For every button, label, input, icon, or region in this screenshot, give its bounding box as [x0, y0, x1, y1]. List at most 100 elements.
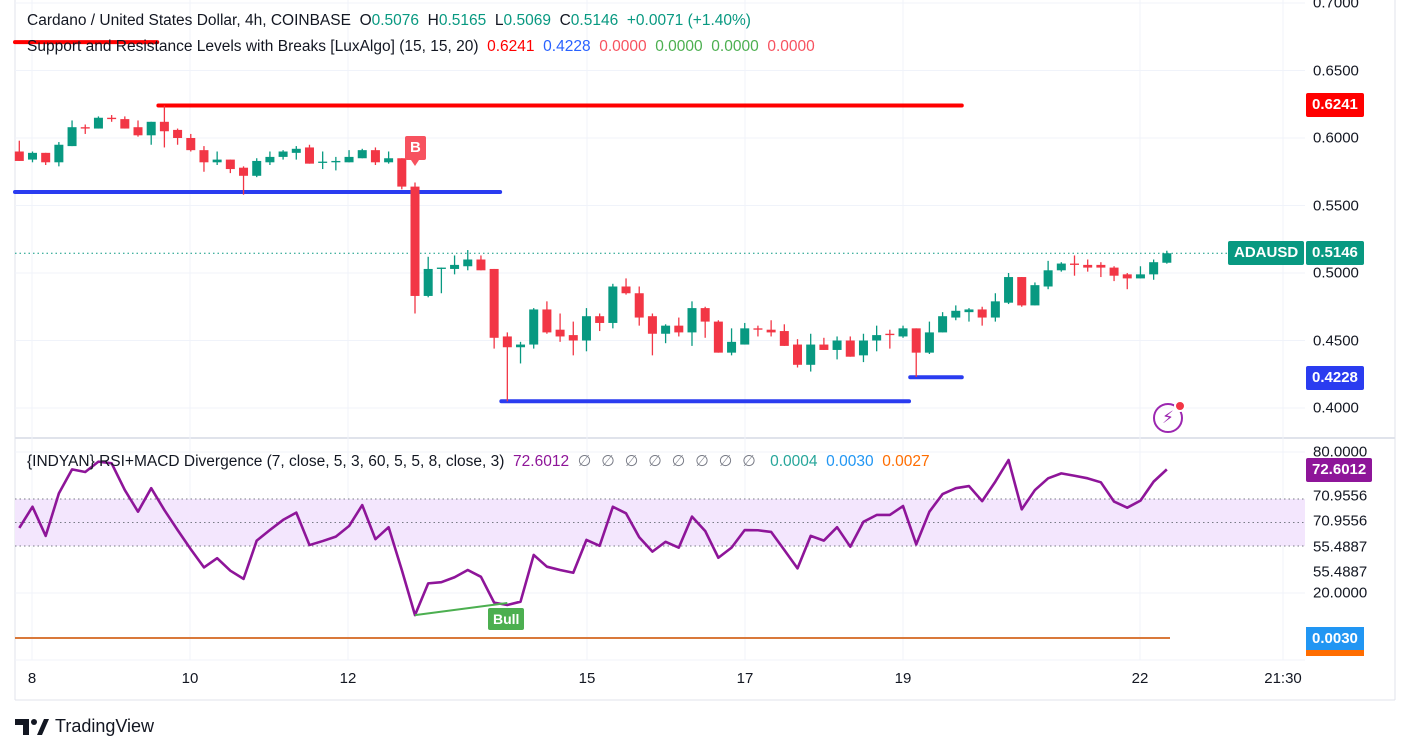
- candle: [990, 293, 1000, 322]
- candle: [41, 152, 51, 165]
- candle: [964, 308, 974, 322]
- break-marker: B: [405, 136, 426, 160]
- candle-body: [146, 121, 156, 136]
- time-axis-label: 12: [339, 670, 357, 687]
- candle-body: [713, 321, 723, 353]
- candle: [436, 267, 446, 294]
- candle-body: [318, 161, 328, 163]
- candle: [885, 329, 895, 349]
- rsi-line: [18, 458, 1168, 617]
- candle: [555, 313, 565, 342]
- candle: [93, 116, 103, 129]
- candle-body: [687, 308, 697, 333]
- candle-body: [93, 117, 103, 129]
- price-axis-label: 0.4000: [1313, 399, 1359, 417]
- candle: [568, 321, 578, 356]
- alert-lightning-icon[interactable]: ⚡: [1153, 400, 1186, 433]
- candle: [225, 159, 235, 174]
- candle-body: [410, 186, 420, 296]
- candle: [951, 305, 961, 321]
- candle: [502, 332, 512, 402]
- candle-body: [357, 150, 367, 159]
- low-label: L: [494, 12, 504, 29]
- candle: [819, 337, 829, 350]
- candle-body: [951, 310, 961, 318]
- candle-body: [885, 333, 895, 336]
- candle-body: [858, 340, 868, 356]
- candle: [806, 333, 816, 372]
- candle: [1135, 266, 1145, 279]
- rsi-axis-label: 55.4887: [1313, 538, 1368, 556]
- empty-value: ∅: [742, 453, 756, 470]
- candle-body: [67, 127, 77, 147]
- time-axis-label: 8: [27, 670, 37, 687]
- price-axis-label: 0.4500: [1313, 332, 1359, 349]
- symbol-legend[interactable]: Cardano / United States Dollar, 4h, COIN…: [27, 12, 751, 30]
- candle: [344, 150, 354, 163]
- candle-body: [727, 341, 737, 353]
- candle: [278, 150, 288, 160]
- close-value: 0.5146: [570, 12, 619, 29]
- empty-value: ∅: [577, 453, 592, 470]
- last-price-badge: 0.5146: [1306, 241, 1364, 265]
- candle-body: [753, 328, 763, 330]
- candle-body: [252, 160, 262, 176]
- candle: [634, 286, 644, 326]
- empty-value: ∅: [601, 453, 615, 470]
- candle-body: [516, 344, 526, 348]
- candle-body: [832, 340, 842, 350]
- candle: [1149, 259, 1159, 280]
- open-label: O: [359, 12, 372, 29]
- candle-body: [304, 147, 314, 164]
- sr-value: 0.0000: [767, 38, 815, 55]
- sr-value: 0.4228: [543, 38, 591, 55]
- candle: [450, 255, 460, 275]
- empty-value: ∅: [648, 453, 662, 470]
- candle-body: [384, 158, 394, 163]
- candle-body: [634, 293, 644, 318]
- brand-name: TradingView: [55, 716, 155, 736]
- candle: [1056, 262, 1066, 272]
- candle: [832, 336, 842, 360]
- open-value: 0.5076: [371, 12, 420, 29]
- candle: [687, 301, 697, 346]
- candle: [239, 166, 249, 195]
- close-label: C: [559, 12, 571, 29]
- candle-body: [740, 328, 750, 345]
- candle-body: [964, 309, 974, 313]
- candle: [727, 328, 737, 356]
- candle: [516, 341, 526, 364]
- tradingview-logo[interactable]: TradingView: [15, 716, 154, 737]
- candle-body: [608, 286, 618, 323]
- candle-body: [291, 148, 301, 153]
- candle-body: [397, 158, 407, 187]
- candle: [753, 325, 763, 337]
- time-axis-label: 19: [894, 670, 912, 687]
- candle: [872, 325, 882, 352]
- candle: [1083, 259, 1093, 272]
- candle: [27, 151, 37, 163]
- candle: [845, 336, 855, 357]
- candle: [146, 121, 156, 145]
- candle-body: [120, 119, 130, 129]
- high-label: H: [427, 12, 439, 29]
- candle-body: [1096, 264, 1106, 268]
- price-axis-label: 0.6500: [1313, 62, 1359, 79]
- candle: [858, 333, 868, 363]
- candle: [1017, 277, 1027, 307]
- candle-body: [265, 156, 275, 163]
- candle: [740, 322, 750, 345]
- sr-value: 0.6241: [487, 38, 535, 55]
- candle-body: [133, 127, 143, 136]
- candle: [384, 151, 394, 164]
- candle-body: [423, 268, 433, 296]
- rsi-indicator-name: {INDYAN} RSI+MACD Divergence (7, close, …: [27, 453, 505, 470]
- candle: [463, 250, 473, 271]
- candle-body: [555, 329, 565, 337]
- candle: [793, 339, 803, 368]
- empty-value: ∅: [718, 453, 733, 470]
- candle-body: [186, 138, 196, 151]
- rsi-indicator-legend[interactable]: {INDYAN} RSI+MACD Divergence (7, close, …: [27, 452, 930, 471]
- sr-indicator-legend[interactable]: Support and Resistance Levels with Break…: [27, 38, 815, 56]
